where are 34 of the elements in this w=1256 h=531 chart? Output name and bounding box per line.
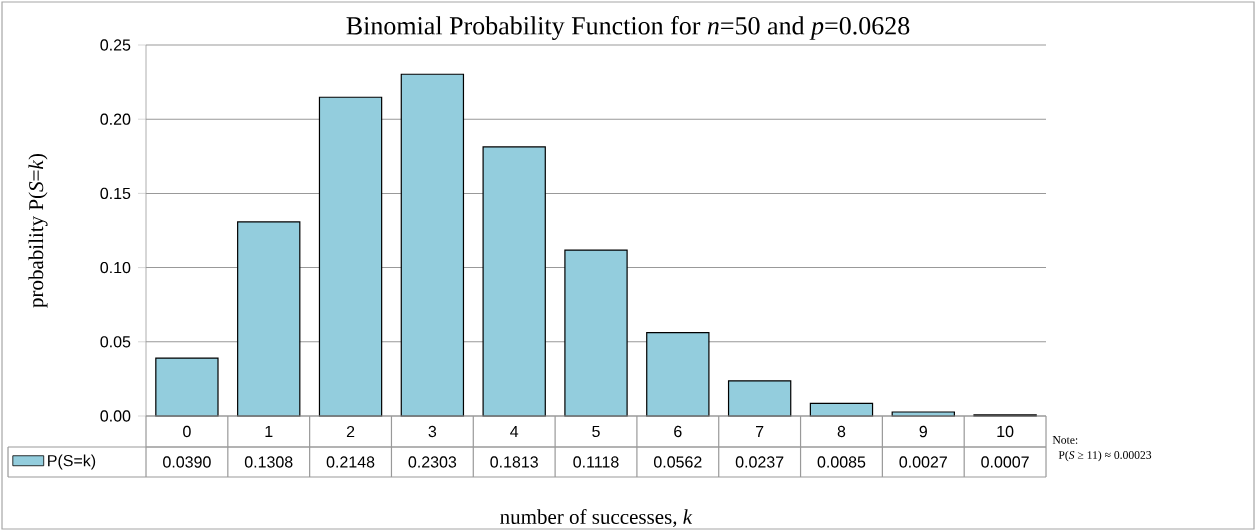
- y-tick-label: 0.00: [100, 410, 131, 422]
- text: Note:: [1052, 436, 1078, 444]
- data-label: 0.1308: [244, 456, 293, 468]
- y-tick-label: 0.10: [100, 261, 131, 274]
- text: P(S ≥ 11) ≈ 0.00023: [1058, 450, 1152, 462]
- x-tick-label: 9: [919, 425, 927, 438]
- data-label: 0.0562: [653, 456, 702, 468]
- data-label: 0.2148: [326, 456, 375, 468]
- y-tick-label: 0.20: [100, 113, 131, 125]
- y-tick-label: 0.15: [100, 187, 131, 200]
- data-label: 0.0027: [899, 456, 947, 468]
- x-tick-label: 4: [510, 426, 519, 438]
- x-tick-label: 5: [592, 425, 600, 438]
- data-label: 0.0390: [163, 456, 211, 468]
- data-label: 0.1813: [490, 456, 538, 468]
- legend-label: P(S=k): [48, 454, 96, 470]
- data-label: 0.0085: [817, 456, 866, 468]
- x-tick-label: 1: [265, 426, 273, 438]
- x-tick-label: 3: [428, 425, 437, 438]
- y-axis-title: probability P(S=k): [28, 153, 48, 308]
- x-tick-label: 8: [837, 425, 846, 438]
- x-tick-label: 7: [756, 426, 764, 438]
- data-label: 0.2303: [408, 456, 457, 468]
- x-axis-title: number of successes, k: [500, 509, 693, 528]
- y-tick-label: 0.25: [100, 39, 131, 51]
- x-tick-label: 0: [183, 425, 191, 438]
- chart-title: Binomial Probability Function for n=50 and p=0.0628: [346, 16, 910, 40]
- data-label: 0.1118: [573, 456, 619, 468]
- data-label: 0.0007: [981, 456, 1029, 468]
- data-label: 0.0237: [735, 456, 784, 468]
- x-tick-label: 6: [674, 425, 682, 438]
- x-tick-label: 2: [346, 425, 355, 438]
- y-tick-label: 0.05: [100, 336, 131, 348]
- x-tick-label: 10: [997, 425, 1014, 438]
